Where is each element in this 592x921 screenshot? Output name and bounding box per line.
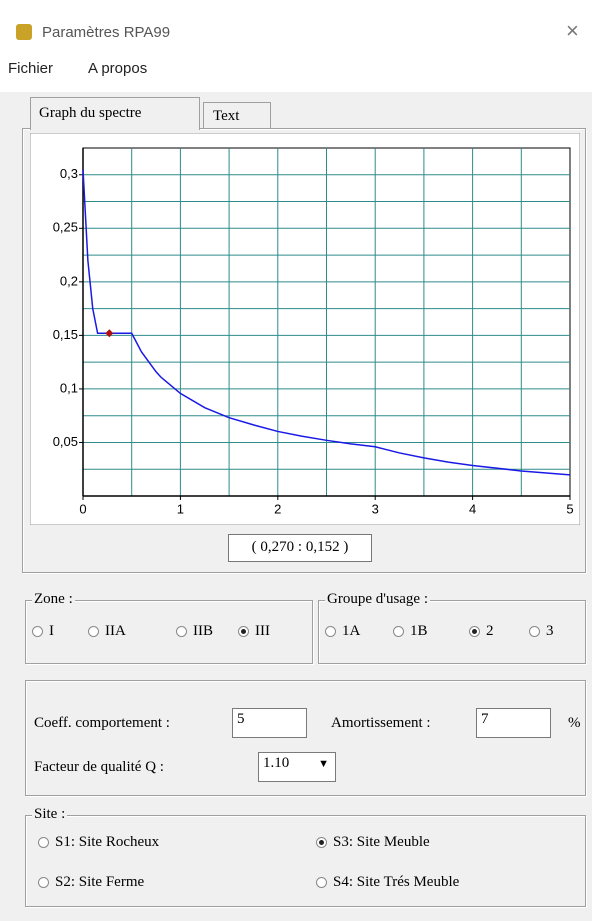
- tab-active[interactable]: Graph du spectre: [30, 97, 200, 130]
- usage-group: Groupe d'usage : 1A 1B 2 3: [318, 591, 586, 664]
- zone-group: Zone : I IIA IIB III: [25, 591, 313, 664]
- field-label: Coeff. comportement :: [34, 715, 170, 731]
- radio-circle: [176, 626, 187, 637]
- window-title: Paramètres RPA99: [42, 24, 171, 41]
- dropdown[interactable]: 1.10 ▼: [258, 752, 336, 782]
- x-tick-label: 1: [177, 501, 184, 516]
- field-label: Amortissement :: [331, 715, 431, 731]
- menu-item[interactable]: Fichier: [8, 60, 54, 77]
- radio-button[interactable]: S1: Site Rocheux: [38, 834, 159, 851]
- radio-button[interactable]: III: [238, 623, 270, 640]
- radio-circle: [316, 837, 327, 848]
- y-tick-label: 0,2: [60, 273, 78, 288]
- radio-label: IIB: [193, 623, 213, 639]
- radio-label: S3: Site Meuble: [333, 834, 430, 850]
- radio-circle: [469, 626, 480, 637]
- radio-button[interactable]: S4: Site Trés Meuble: [316, 874, 459, 891]
- radio-label: IIA: [105, 623, 126, 639]
- radio-label: 2: [486, 623, 494, 639]
- y-tick-label: 0,05: [53, 434, 78, 449]
- dropdown-arrow: ▼: [318, 758, 329, 770]
- group-label: Zone :: [32, 591, 75, 608]
- radio-button[interactable]: IIA: [88, 623, 126, 640]
- text-input[interactable]: 5: [232, 708, 307, 738]
- menu-item[interactable]: A propos: [88, 60, 148, 77]
- y-tick-label: 0,15: [53, 327, 78, 342]
- dropdown-value: 1.10: [263, 755, 290, 771]
- x-tick-label: 0: [79, 501, 86, 516]
- radio-button[interactable]: 3: [529, 623, 554, 640]
- title-area: [0, 0, 592, 92]
- radio-button[interactable]: S2: Site Ferme: [38, 874, 144, 891]
- chart: 0,05 0,1 0,15 0,2 0,25 0,3 0 1 2 3 4 5: [30, 133, 580, 525]
- radio-circle: [238, 626, 249, 637]
- radio-circle: [316, 877, 327, 888]
- radio-label: S2: Site Ferme: [55, 874, 145, 890]
- close-button[interactable]: ×: [566, 18, 579, 43]
- radio-circle: [38, 837, 49, 848]
- radio-label: I: [49, 623, 54, 639]
- radio-circle: [38, 877, 49, 888]
- radio-button[interactable]: I: [32, 623, 54, 640]
- radio-circle: [529, 626, 540, 637]
- radio-label: S1: Site Rocheux: [55, 834, 160, 850]
- radio-label: III: [255, 623, 270, 639]
- x-tick-label: 2: [274, 501, 281, 516]
- radio-label: S4: Site Trés Meuble: [333, 874, 460, 890]
- radio-label: 3: [546, 623, 554, 639]
- radio-circle: [325, 626, 336, 637]
- x-tick-label: 3: [372, 501, 379, 516]
- field-label: Facteur de qualité Q :: [34, 759, 164, 775]
- tab[interactable]: Text: [203, 102, 271, 129]
- tab-panel: [22, 128, 586, 573]
- y-tick-label: 0,25: [53, 220, 78, 235]
- radio-circle: [32, 626, 43, 637]
- unit-label: %: [568, 715, 581, 731]
- radio-button[interactable]: 1A: [325, 623, 360, 640]
- parameters-group: Coeff. comportement : 5 Amortissement : …: [25, 680, 586, 796]
- radio-circle: [88, 626, 99, 637]
- radio-label: 1A: [342, 623, 361, 639]
- cursor-marker: [105, 329, 114, 338]
- text-input[interactable]: 7: [476, 708, 551, 738]
- coordinate-readout: ( 0,270 : 0,152 ): [228, 534, 372, 562]
- site-group: Site : S1: Site Rocheux S2: Site Ferme S3: …: [25, 806, 586, 907]
- x-tick-label: 5: [566, 501, 573, 516]
- radio-button[interactable]: S3: Site Meuble: [316, 834, 430, 851]
- group-label: Groupe d'usage :: [325, 591, 431, 608]
- group-label: Site :: [32, 806, 68, 823]
- app-icon: [16, 24, 32, 40]
- y-tick-label: 0,1: [60, 380, 78, 395]
- radio-label: 1B: [410, 623, 428, 639]
- x-tick-label: 4: [469, 501, 476, 516]
- radio-button[interactable]: 2: [469, 623, 494, 640]
- radio-circle: [393, 626, 404, 637]
- spectrum-line: [82, 169, 571, 476]
- radio-button[interactable]: IIB: [176, 623, 213, 640]
- y-tick-label: 0,3: [60, 166, 78, 181]
- radio-button[interactable]: 1B: [393, 623, 428, 640]
